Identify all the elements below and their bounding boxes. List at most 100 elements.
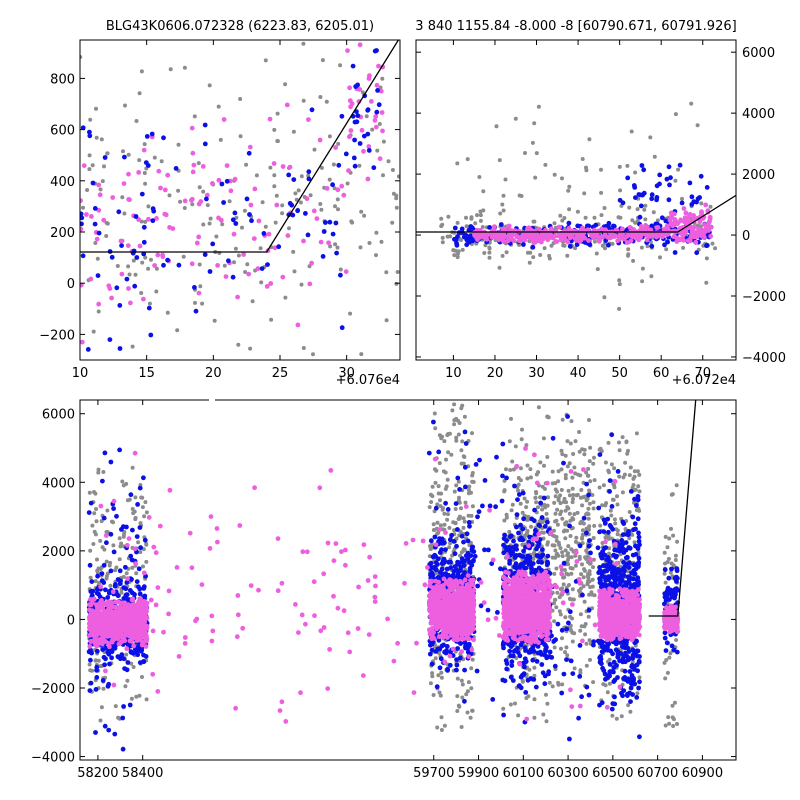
point-grey [553,511,558,516]
point-grey [630,485,635,490]
point-grey [624,440,629,445]
point-grey [96,470,101,475]
point-grey [667,536,672,541]
point-grey [508,702,513,707]
point-pink [158,185,163,191]
point-grey [176,188,181,193]
point-blue [161,262,166,268]
point-grey [561,499,566,504]
point-grey [710,241,715,246]
point-pink [200,164,206,169]
point-grey [555,522,560,527]
point-grey [475,213,479,218]
point-pink [301,238,306,244]
point-grey [668,570,673,575]
point-blue [432,534,438,540]
point-grey [545,455,550,459]
point-grey [120,195,125,200]
point-pink [341,192,347,198]
point-grey [502,518,507,523]
point-grey [130,565,135,570]
point-grey [283,295,288,300]
point-blue [134,255,140,260]
point-grey [577,449,582,454]
point-grey [615,502,620,507]
point-grey [513,444,518,449]
point-grey [149,257,153,262]
point-blue [334,250,339,256]
point-grey [555,507,560,512]
point-blue [631,183,637,188]
point-blue [664,640,670,646]
point-grey [610,713,615,718]
point-grey [603,503,608,508]
point-blue [437,570,443,575]
point-grey [578,670,583,675]
point-blue [224,178,230,184]
point-pink [366,144,372,149]
point-blue [667,182,672,188]
point-pink [678,218,684,224]
point-blue [108,648,114,654]
point-grey [561,243,566,248]
point-grey [444,457,448,462]
point-blue [276,244,282,250]
point-grey [599,213,604,218]
point-blue [137,591,143,597]
point-grey [432,411,437,416]
point-blue [504,661,510,666]
point-grey [626,247,631,252]
point-grey [104,220,109,225]
point-grey [509,508,514,513]
point-grey [529,524,533,529]
point-grey [632,469,637,474]
point-grey [566,572,571,577]
point-pink [692,224,697,230]
point-pink [683,210,689,216]
model-curve-top-left [80,40,400,253]
point-grey [456,432,461,437]
point-grey [589,590,594,595]
point-grey [93,658,98,663]
point-grey [487,245,492,250]
point-grey [478,213,483,218]
point-grey [579,624,584,629]
point-grey [99,705,104,710]
point-grey [497,265,502,270]
point-grey [559,448,564,453]
point-grey [462,414,467,419]
point-blue [454,657,459,662]
point-pink [492,224,497,230]
point-grey [102,164,106,169]
point-grey [651,210,656,215]
point-grey [375,148,380,153]
point-pink [190,169,196,175]
point-grey [138,550,143,555]
point-grey [454,438,459,443]
point-pink [137,243,143,249]
point-grey [627,205,632,210]
point-grey [455,709,460,713]
point-grey [182,206,187,210]
point-grey [275,111,280,116]
point-blue [601,529,607,534]
point-pink [81,163,87,169]
point-grey [708,204,713,209]
point-blue [672,590,678,595]
point-pink [228,188,234,194]
point-blue [662,594,668,600]
point-pink [569,234,574,240]
point-grey [568,627,573,632]
point-grey [466,487,471,492]
point-grey [563,453,568,458]
point-grey [122,211,127,216]
point-grey [467,484,472,489]
point-grey [236,342,241,347]
point-grey [319,207,324,212]
point-blue [663,648,669,653]
point-pink [94,236,100,242]
point-pink [689,228,695,234]
point-pink [636,237,642,243]
point-grey [582,568,587,573]
